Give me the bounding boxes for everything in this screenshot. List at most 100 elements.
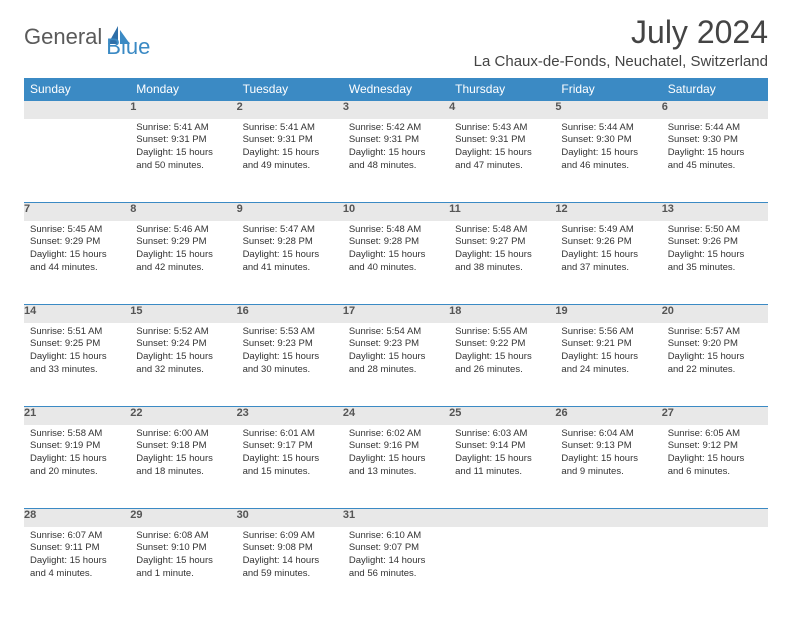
day-cell: Sunrise: 5:43 AMSunset: 9:31 PMDaylight:… bbox=[449, 119, 555, 203]
title-block: July 2024 La Chaux-de-Fonds, Neuchatel, … bbox=[474, 14, 768, 70]
day-number-cell: 6 bbox=[662, 101, 768, 119]
day-cell: Sunrise: 6:02 AMSunset: 9:16 PMDaylight:… bbox=[343, 425, 449, 509]
day-cell: Sunrise: 6:00 AMSunset: 9:18 PMDaylight:… bbox=[130, 425, 236, 509]
details-row: Sunrise: 5:51 AMSunset: 9:25 PMDaylight:… bbox=[24, 323, 768, 407]
day-cell: Sunrise: 6:04 AMSunset: 9:13 PMDaylight:… bbox=[555, 425, 661, 509]
day-cell bbox=[449, 527, 555, 611]
day-number-cell: 25 bbox=[449, 407, 555, 425]
day-details: Sunrise: 5:43 AMSunset: 9:31 PMDaylight:… bbox=[449, 119, 555, 178]
day-cell: Sunrise: 6:07 AMSunset: 9:11 PMDaylight:… bbox=[24, 527, 130, 611]
day-cell: Sunrise: 5:42 AMSunset: 9:31 PMDaylight:… bbox=[343, 119, 449, 203]
day-number-cell: 29 bbox=[130, 509, 236, 527]
day-details: Sunrise: 5:50 AMSunset: 9:26 PMDaylight:… bbox=[662, 221, 768, 280]
day-details: Sunrise: 6:09 AMSunset: 9:08 PMDaylight:… bbox=[237, 527, 343, 586]
day-cell: Sunrise: 5:45 AMSunset: 9:29 PMDaylight:… bbox=[24, 221, 130, 305]
daynum-row: 78910111213 bbox=[24, 203, 768, 221]
day-details: Sunrise: 5:47 AMSunset: 9:28 PMDaylight:… bbox=[237, 221, 343, 280]
day-number-cell: 3 bbox=[343, 101, 449, 119]
day-number-cell: 12 bbox=[555, 203, 661, 221]
day-cell: Sunrise: 6:01 AMSunset: 9:17 PMDaylight:… bbox=[237, 425, 343, 509]
day-cell: Sunrise: 5:41 AMSunset: 9:31 PMDaylight:… bbox=[130, 119, 236, 203]
weekday-header: Thursday bbox=[449, 78, 555, 101]
daynum-row: 21222324252627 bbox=[24, 407, 768, 425]
day-number-cell: 11 bbox=[449, 203, 555, 221]
details-row: Sunrise: 5:45 AMSunset: 9:29 PMDaylight:… bbox=[24, 221, 768, 305]
day-number-cell: 20 bbox=[662, 305, 768, 323]
day-number-cell: 14 bbox=[24, 305, 130, 323]
day-details: Sunrise: 5:45 AMSunset: 9:29 PMDaylight:… bbox=[24, 221, 130, 280]
day-details: Sunrise: 6:04 AMSunset: 9:13 PMDaylight:… bbox=[555, 425, 661, 484]
weekday-header: Sunday bbox=[24, 78, 130, 101]
day-number-cell: 19 bbox=[555, 305, 661, 323]
day-number-cell bbox=[555, 509, 661, 527]
page-header: General Blue July 2024 La Chaux-de-Fonds… bbox=[24, 14, 768, 70]
weekday-header: Monday bbox=[130, 78, 236, 101]
day-number-cell bbox=[662, 509, 768, 527]
details-row: Sunrise: 5:58 AMSunset: 9:19 PMDaylight:… bbox=[24, 425, 768, 509]
day-cell: Sunrise: 5:56 AMSunset: 9:21 PMDaylight:… bbox=[555, 323, 661, 407]
day-cell: Sunrise: 5:57 AMSunset: 9:20 PMDaylight:… bbox=[662, 323, 768, 407]
day-details: Sunrise: 5:44 AMSunset: 9:30 PMDaylight:… bbox=[662, 119, 768, 178]
day-cell: Sunrise: 6:03 AMSunset: 9:14 PMDaylight:… bbox=[449, 425, 555, 509]
day-details: Sunrise: 6:01 AMSunset: 9:17 PMDaylight:… bbox=[237, 425, 343, 484]
day-details: Sunrise: 6:05 AMSunset: 9:12 PMDaylight:… bbox=[662, 425, 768, 484]
day-number-cell: 7 bbox=[24, 203, 130, 221]
daynum-row: 123456 bbox=[24, 101, 768, 119]
day-number-cell: 1 bbox=[130, 101, 236, 119]
day-number-cell: 26 bbox=[555, 407, 661, 425]
day-cell: Sunrise: 5:54 AMSunset: 9:23 PMDaylight:… bbox=[343, 323, 449, 407]
day-number-cell: 16 bbox=[237, 305, 343, 323]
day-cell: Sunrise: 5:44 AMSunset: 9:30 PMDaylight:… bbox=[662, 119, 768, 203]
day-cell: Sunrise: 6:08 AMSunset: 9:10 PMDaylight:… bbox=[130, 527, 236, 611]
day-cell: Sunrise: 5:55 AMSunset: 9:22 PMDaylight:… bbox=[449, 323, 555, 407]
day-details: Sunrise: 5:42 AMSunset: 9:31 PMDaylight:… bbox=[343, 119, 449, 178]
brand-part1: General bbox=[24, 24, 102, 49]
day-details: Sunrise: 6:07 AMSunset: 9:11 PMDaylight:… bbox=[24, 527, 130, 586]
day-details: Sunrise: 5:41 AMSunset: 9:31 PMDaylight:… bbox=[237, 119, 343, 178]
day-details: Sunrise: 5:53 AMSunset: 9:23 PMDaylight:… bbox=[237, 323, 343, 382]
day-cell bbox=[555, 527, 661, 611]
day-number-cell: 30 bbox=[237, 509, 343, 527]
calendar-table: Sunday Monday Tuesday Wednesday Thursday… bbox=[24, 78, 768, 611]
day-number-cell bbox=[449, 509, 555, 527]
day-cell bbox=[24, 119, 130, 203]
day-details: Sunrise: 5:44 AMSunset: 9:30 PMDaylight:… bbox=[555, 119, 661, 178]
daynum-row: 28293031 bbox=[24, 509, 768, 527]
day-details: Sunrise: 5:51 AMSunset: 9:25 PMDaylight:… bbox=[24, 323, 130, 382]
day-cell: Sunrise: 5:50 AMSunset: 9:26 PMDaylight:… bbox=[662, 221, 768, 305]
weekday-header: Wednesday bbox=[343, 78, 449, 101]
day-number-cell: 18 bbox=[449, 305, 555, 323]
day-details: Sunrise: 5:58 AMSunset: 9:19 PMDaylight:… bbox=[24, 425, 130, 484]
calendar-page: General Blue July 2024 La Chaux-de-Fonds… bbox=[0, 0, 792, 621]
day-details: Sunrise: 5:55 AMSunset: 9:22 PMDaylight:… bbox=[449, 323, 555, 382]
day-cell: Sunrise: 5:47 AMSunset: 9:28 PMDaylight:… bbox=[237, 221, 343, 305]
day-cell: Sunrise: 6:05 AMSunset: 9:12 PMDaylight:… bbox=[662, 425, 768, 509]
day-number-cell: 5 bbox=[555, 101, 661, 119]
day-number-cell: 23 bbox=[237, 407, 343, 425]
day-details: Sunrise: 5:49 AMSunset: 9:26 PMDaylight:… bbox=[555, 221, 661, 280]
day-details: Sunrise: 5:54 AMSunset: 9:23 PMDaylight:… bbox=[343, 323, 449, 382]
day-cell: Sunrise: 5:46 AMSunset: 9:29 PMDaylight:… bbox=[130, 221, 236, 305]
day-number-cell: 24 bbox=[343, 407, 449, 425]
day-cell: Sunrise: 5:53 AMSunset: 9:23 PMDaylight:… bbox=[237, 323, 343, 407]
day-number-cell bbox=[24, 101, 130, 119]
weekday-header-row: Sunday Monday Tuesday Wednesday Thursday… bbox=[24, 78, 768, 101]
day-number-cell: 13 bbox=[662, 203, 768, 221]
day-cell: Sunrise: 5:48 AMSunset: 9:27 PMDaylight:… bbox=[449, 221, 555, 305]
day-number-cell: 2 bbox=[237, 101, 343, 119]
day-number-cell: 28 bbox=[24, 509, 130, 527]
day-number-cell: 31 bbox=[343, 509, 449, 527]
weekday-header: Friday bbox=[555, 78, 661, 101]
day-cell: Sunrise: 6:09 AMSunset: 9:08 PMDaylight:… bbox=[237, 527, 343, 611]
day-details: Sunrise: 6:02 AMSunset: 9:16 PMDaylight:… bbox=[343, 425, 449, 484]
day-cell: Sunrise: 5:49 AMSunset: 9:26 PMDaylight:… bbox=[555, 221, 661, 305]
day-cell: Sunrise: 5:41 AMSunset: 9:31 PMDaylight:… bbox=[237, 119, 343, 203]
day-details: Sunrise: 6:08 AMSunset: 9:10 PMDaylight:… bbox=[130, 527, 236, 586]
brand-name: General bbox=[24, 24, 102, 50]
day-cell: Sunrise: 5:51 AMSunset: 9:25 PMDaylight:… bbox=[24, 323, 130, 407]
location-text: La Chaux-de-Fonds, Neuchatel, Switzerlan… bbox=[474, 53, 768, 70]
day-details: Sunrise: 6:10 AMSunset: 9:07 PMDaylight:… bbox=[343, 527, 449, 586]
day-number-cell: 8 bbox=[130, 203, 236, 221]
day-details: Sunrise: 5:56 AMSunset: 9:21 PMDaylight:… bbox=[555, 323, 661, 382]
day-number-cell: 4 bbox=[449, 101, 555, 119]
